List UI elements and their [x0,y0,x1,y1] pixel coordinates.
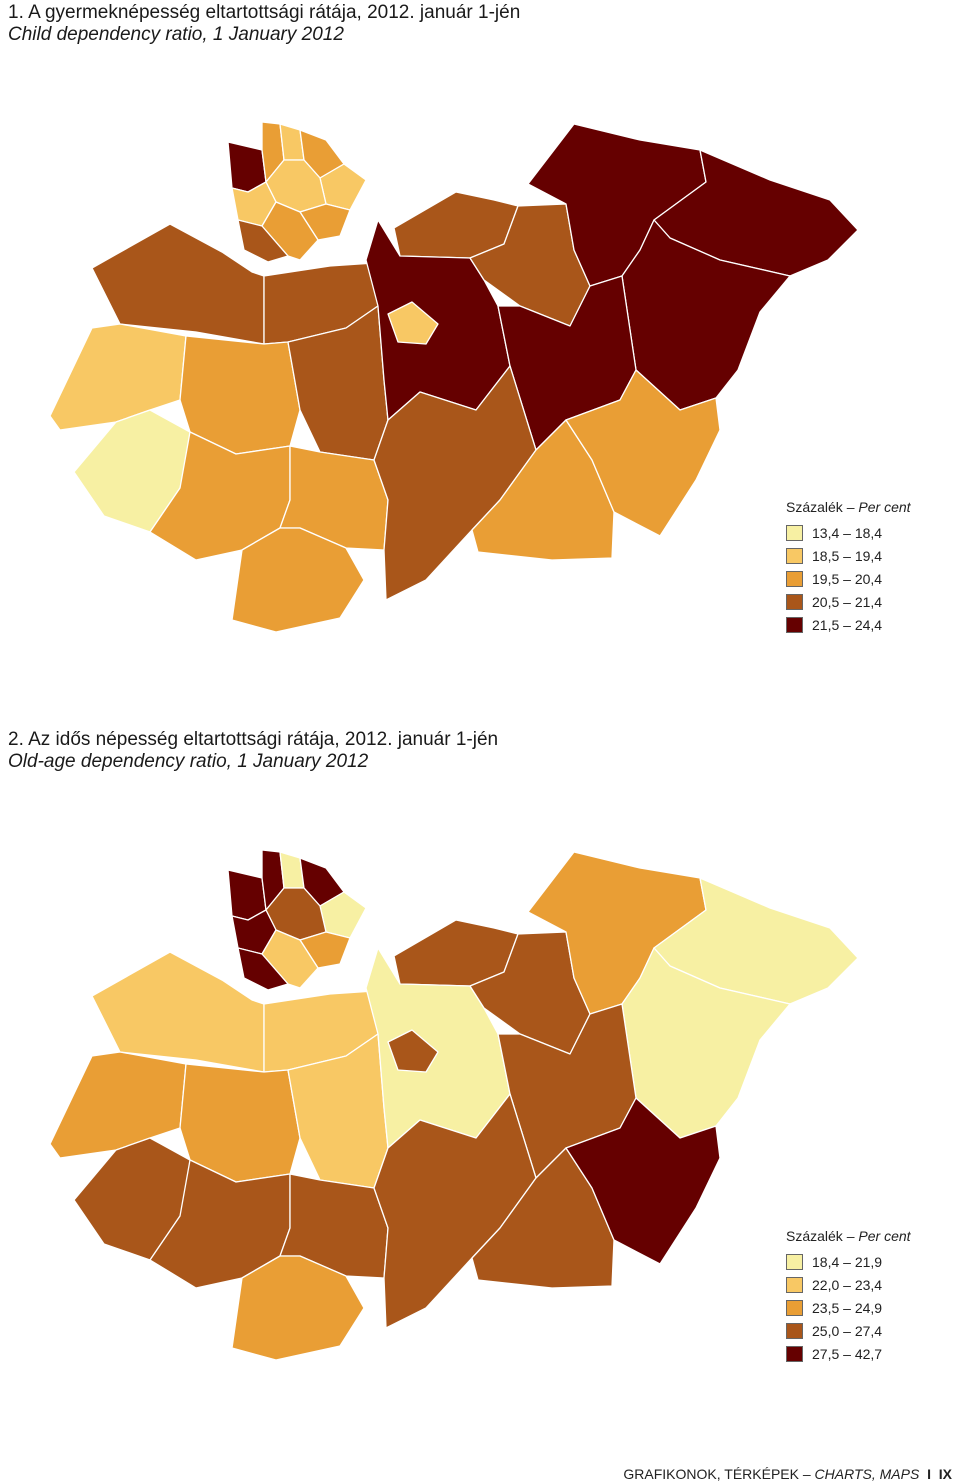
map2-title-hu: 2. Az idős népesség eltartottsági rátája… [8,729,499,750]
map2-legend-label: 25,0 – 27,4 [812,1322,883,1339]
map1-title: 1. A gyermeknépesség eltartottsági rátáj… [8,2,520,46]
map1-title-hu: 1. A gyermeknépesség eltartottsági rátáj… [8,2,521,23]
map1-swatch [786,547,803,564]
map2-legend-label: 22,0 – 23,4 [812,1276,883,1293]
map2-old-age-dependency [49,849,859,1361]
map1-legend-item: 19,5 – 20,4 [786,567,911,590]
map1-budapest [387,301,439,345]
map1-bp-sw [237,219,289,263]
map2-baranya [231,1255,365,1361]
map1-swatch [786,524,803,541]
map2-legend-item: 27,5 – 42,7 [786,1342,911,1365]
page-footer: GRAFIKONOK, TÉRKÉPEK – CHARTS, MAPS I IX [623,1466,952,1482]
map2-legend-en: Per cent [858,1228,911,1244]
map1-tolna [279,445,389,551]
map1-legend-item: 18,5 – 19,4 [786,544,911,567]
map2-budapest-inset [227,849,367,991]
map1-vas [49,323,187,431]
map1-legend-en: Per cent [858,499,911,515]
map1-swatch [786,616,803,633]
map2-budapest [387,1029,439,1073]
map2-legend-label: 18,4 – 21,9 [812,1253,883,1270]
map2-title-en: Old-age dependency ratio, 1 January 2012 [8,751,369,772]
map1-legend-item: 21,5 – 24,4 [786,613,911,636]
map1-legend-item: 20,5 – 21,4 [786,590,911,613]
footer-separator: I [927,1466,931,1482]
page-number: IX [938,1466,952,1482]
map1-legend-label: 13,4 – 18,4 [812,524,883,541]
map2-legend-hu: Százalék [786,1228,843,1244]
map2-hajdu [621,947,791,1139]
map1-baranya [231,527,365,633]
map1-swatch [786,570,803,587]
map2-swatch [786,1322,803,1339]
map2-swatch [786,1253,803,1270]
map1-bekes [565,369,721,537]
map1-legend-label: 19,5 – 20,4 [812,570,883,587]
map1-bp-n2 [279,123,305,161]
map1-hajdu [621,219,791,411]
map1-csongrad [471,419,615,561]
map2-bp-sw [237,947,289,991]
map2-legend: Százalék – Per cent 18,4 – 21,9 22,0 – 2… [786,1228,911,1365]
map2-csongrad [471,1147,615,1289]
map2-legend-item: 23,5 – 24,9 [786,1296,911,1319]
map1-legend-label: 18,5 – 19,4 [812,547,883,564]
map1-budapest-inset [227,121,367,263]
map2-legend-label: 27,5 – 42,7 [812,1345,883,1362]
footer-section-en: CHARTS, MAPS [814,1466,920,1482]
map2-bekes [565,1097,721,1265]
map1-child-dependency [49,121,859,633]
map2-tolna [279,1173,389,1279]
map1-title-en: Child dependency ratio, 1 January 2012 [8,24,344,45]
map1-legend-label: 20,5 – 21,4 [812,593,883,610]
map1-swatch [786,593,803,610]
map2-legend-label: 23,5 – 24,9 [812,1299,883,1316]
map2-legend-item: 18,4 – 21,9 [786,1250,911,1273]
map2-bp-n2 [279,851,305,889]
map2-legend-item: 25,0 – 27,4 [786,1319,911,1342]
footer-section-hu: GRAFIKONOK, TÉRKÉPEK – [623,1466,815,1482]
map1-legend: Százalék – Per cent 13,4 – 18,4 18,5 – 1… [786,499,911,636]
map2-legend-header: Százalék – Per cent [786,1228,911,1244]
map1-legend-hu: Százalék [786,499,843,515]
map2-title: 2. Az idős népesség eltartottsági rátája… [8,729,498,773]
map2-vas [49,1051,187,1159]
map2-swatch [786,1276,803,1293]
map2-swatch [786,1345,803,1362]
map2-legend-item: 22,0 – 23,4 [786,1273,911,1296]
map1-legend-label: 21,5 – 24,4 [812,616,883,633]
map1-legend-header: Százalék – Per cent [786,499,911,515]
map2-swatch [786,1299,803,1316]
map1-legend-item: 13,4 – 18,4 [786,521,911,544]
